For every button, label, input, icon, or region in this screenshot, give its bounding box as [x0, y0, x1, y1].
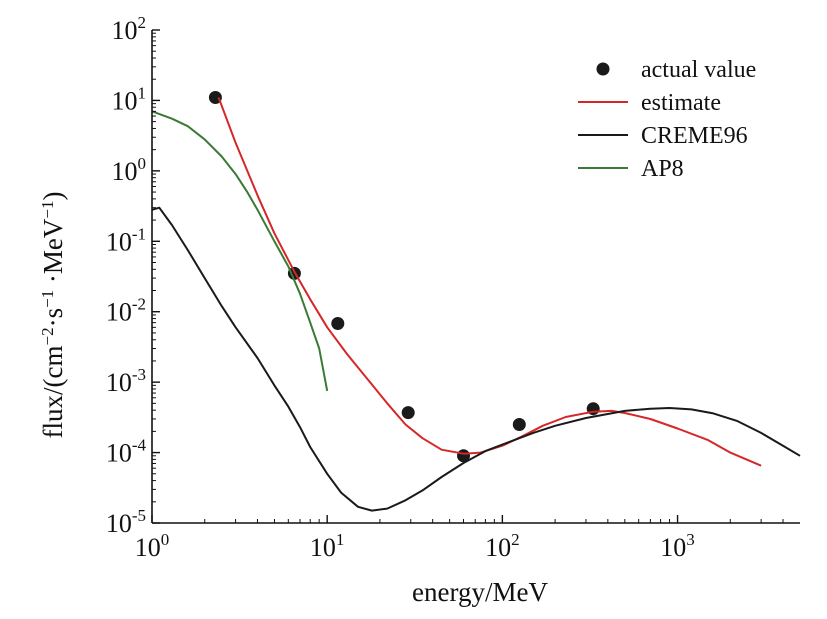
legend-label-2: CREME96: [641, 123, 748, 149]
series-line-1: [217, 97, 762, 467]
y-label-sup2: −1: [38, 290, 57, 308]
x-tick-base-0: 10: [135, 533, 161, 562]
x-tick-label-3: 103: [660, 530, 695, 562]
y-tick-exp-3: -1: [132, 224, 146, 243]
x-tick-label-1: 101: [310, 530, 345, 562]
x-tick-base-2: 10: [485, 533, 511, 562]
y-label-mid2: ·MeV: [38, 218, 68, 290]
y-tick-label-2: 100: [112, 154, 147, 186]
y-label-sup3: −1: [38, 201, 57, 219]
data-point-0-2: [331, 317, 345, 330]
y-tick-label-5: 10-3: [106, 365, 146, 397]
x-tick-exp-2: 2: [511, 530, 520, 549]
y-label-post: ): [38, 192, 68, 201]
legend-swatch-0: [596, 62, 610, 76]
legend-label-0: actual value: [641, 57, 756, 83]
series-layer: [151, 91, 801, 512]
y-tick-label-6: 10-4: [106, 436, 147, 468]
x-tick-label-0: 100: [135, 530, 170, 562]
y-tick-label-3: 10-1: [106, 224, 146, 256]
data-point-0-5: [512, 418, 526, 431]
y-label-mid1: ·s: [38, 308, 68, 328]
y-tick-label-7: 10-5: [106, 506, 146, 538]
y-tick-exp-6: -4: [132, 436, 147, 455]
legend-label-3: AP8: [641, 156, 684, 182]
y-tick-base-3: 10: [106, 227, 132, 256]
y-tick-exp-4: -2: [132, 295, 146, 314]
y-tick-base-1: 10: [112, 86, 138, 115]
x-axis-label: energy/MeV: [412, 577, 548, 607]
y-label-pre: flux/(cm: [38, 346, 68, 439]
x-tick-exp-1: 1: [336, 530, 345, 549]
y-tick-base-5: 10: [106, 368, 132, 397]
x-tick-base-1: 10: [310, 533, 336, 562]
axes-layer: 100 101 102 10310210110010-110-210-310-410-…: [106, 13, 800, 562]
x-tick-label-2: 102: [485, 530, 520, 562]
x-tick-exp-0: 0: [161, 530, 170, 549]
y-tick-base-6: 10: [106, 439, 132, 468]
legend-label-1: estimate: [641, 90, 721, 116]
data-point-0-0: [208, 91, 222, 104]
y-tick-exp-2: 0: [138, 154, 147, 173]
y-tick-base-7: 10: [106, 509, 132, 538]
legend: actual value estimate CREME96 AP8: [578, 57, 756, 182]
data-point-0-3: [401, 406, 415, 420]
y-tick-exp-5: -3: [132, 365, 146, 384]
x-tick-base-3: 10: [660, 533, 686, 562]
y-tick-exp-0: 2: [138, 13, 147, 32]
y-tick-label-1: 101: [112, 83, 147, 115]
x-tick-exp-3: 3: [686, 530, 695, 549]
y-label-sup1: −2: [38, 327, 57, 345]
series-line-3: [151, 110, 329, 392]
y-tick-label-4: 10-2: [106, 295, 146, 327]
y-tick-exp-7: -5: [132, 506, 146, 525]
y-tick-exp-1: 1: [138, 83, 147, 102]
y-axis-label: flux/(cm−2·s−1 ·MeV−1): [38, 192, 69, 439]
y-tick-base-2: 10: [112, 157, 138, 186]
y-tick-base-0: 10: [112, 16, 138, 45]
series-line-2: [151, 206, 801, 512]
y-tick-base-4: 10: [106, 298, 132, 327]
y-tick-label-0: 102: [112, 13, 147, 45]
